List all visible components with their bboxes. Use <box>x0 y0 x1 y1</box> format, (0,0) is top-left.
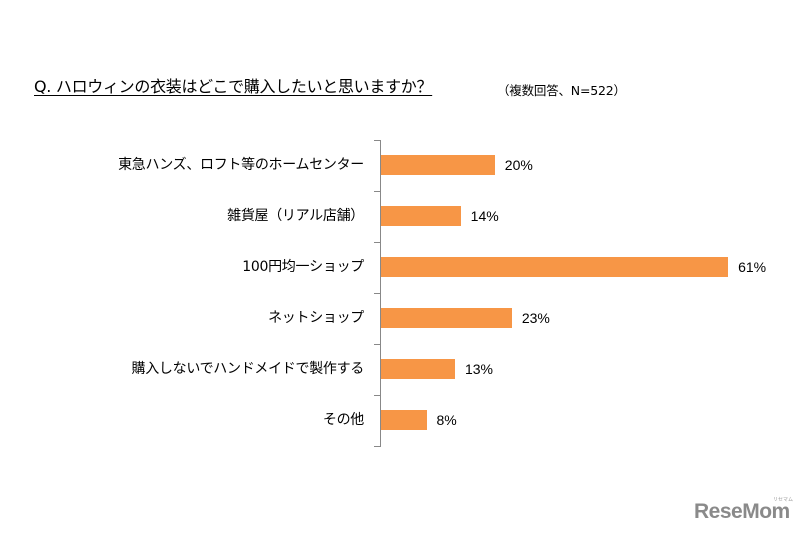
resemom-logo: ReseMom <box>694 500 790 523</box>
bar <box>381 410 427 430</box>
category-label: ネットショップ <box>268 310 364 326</box>
resemom-logo-subtext: リセマム <box>773 497 794 503</box>
value-label: 8% <box>436 412 457 428</box>
y-axis-tick <box>374 293 381 294</box>
y-axis-tick <box>374 242 381 243</box>
category-label: 東急ハンズ、ロフト等のホームセンター <box>118 157 364 173</box>
y-axis-tick <box>374 191 381 192</box>
value-label: 61% <box>738 259 767 275</box>
bar <box>381 155 495 175</box>
value-label: 20% <box>504 157 533 173</box>
bar <box>381 206 461 226</box>
y-axis-tick <box>374 395 381 396</box>
chart-title: Q. ハロウィンの衣装はどこで購入したいと思いますか？ <box>34 77 433 96</box>
y-axis-tick <box>374 344 381 345</box>
value-label: 13% <box>464 361 493 377</box>
value-label: 14% <box>470 208 499 224</box>
bar <box>381 308 512 328</box>
bar <box>381 257 729 277</box>
chart-note: （複数回答、N=522） <box>497 83 626 98</box>
value-label: 23% <box>521 310 550 326</box>
category-label: その他 <box>322 412 364 428</box>
y-axis-tick <box>374 140 381 141</box>
category-label: 100円均一ショップ <box>242 259 364 275</box>
bar <box>381 359 455 379</box>
category-label: 購入しないでハンドメイドで製作する <box>131 361 365 377</box>
y-axis-tick <box>374 446 381 447</box>
category-label: 雑貨屋（リアル店舗） <box>227 208 364 224</box>
